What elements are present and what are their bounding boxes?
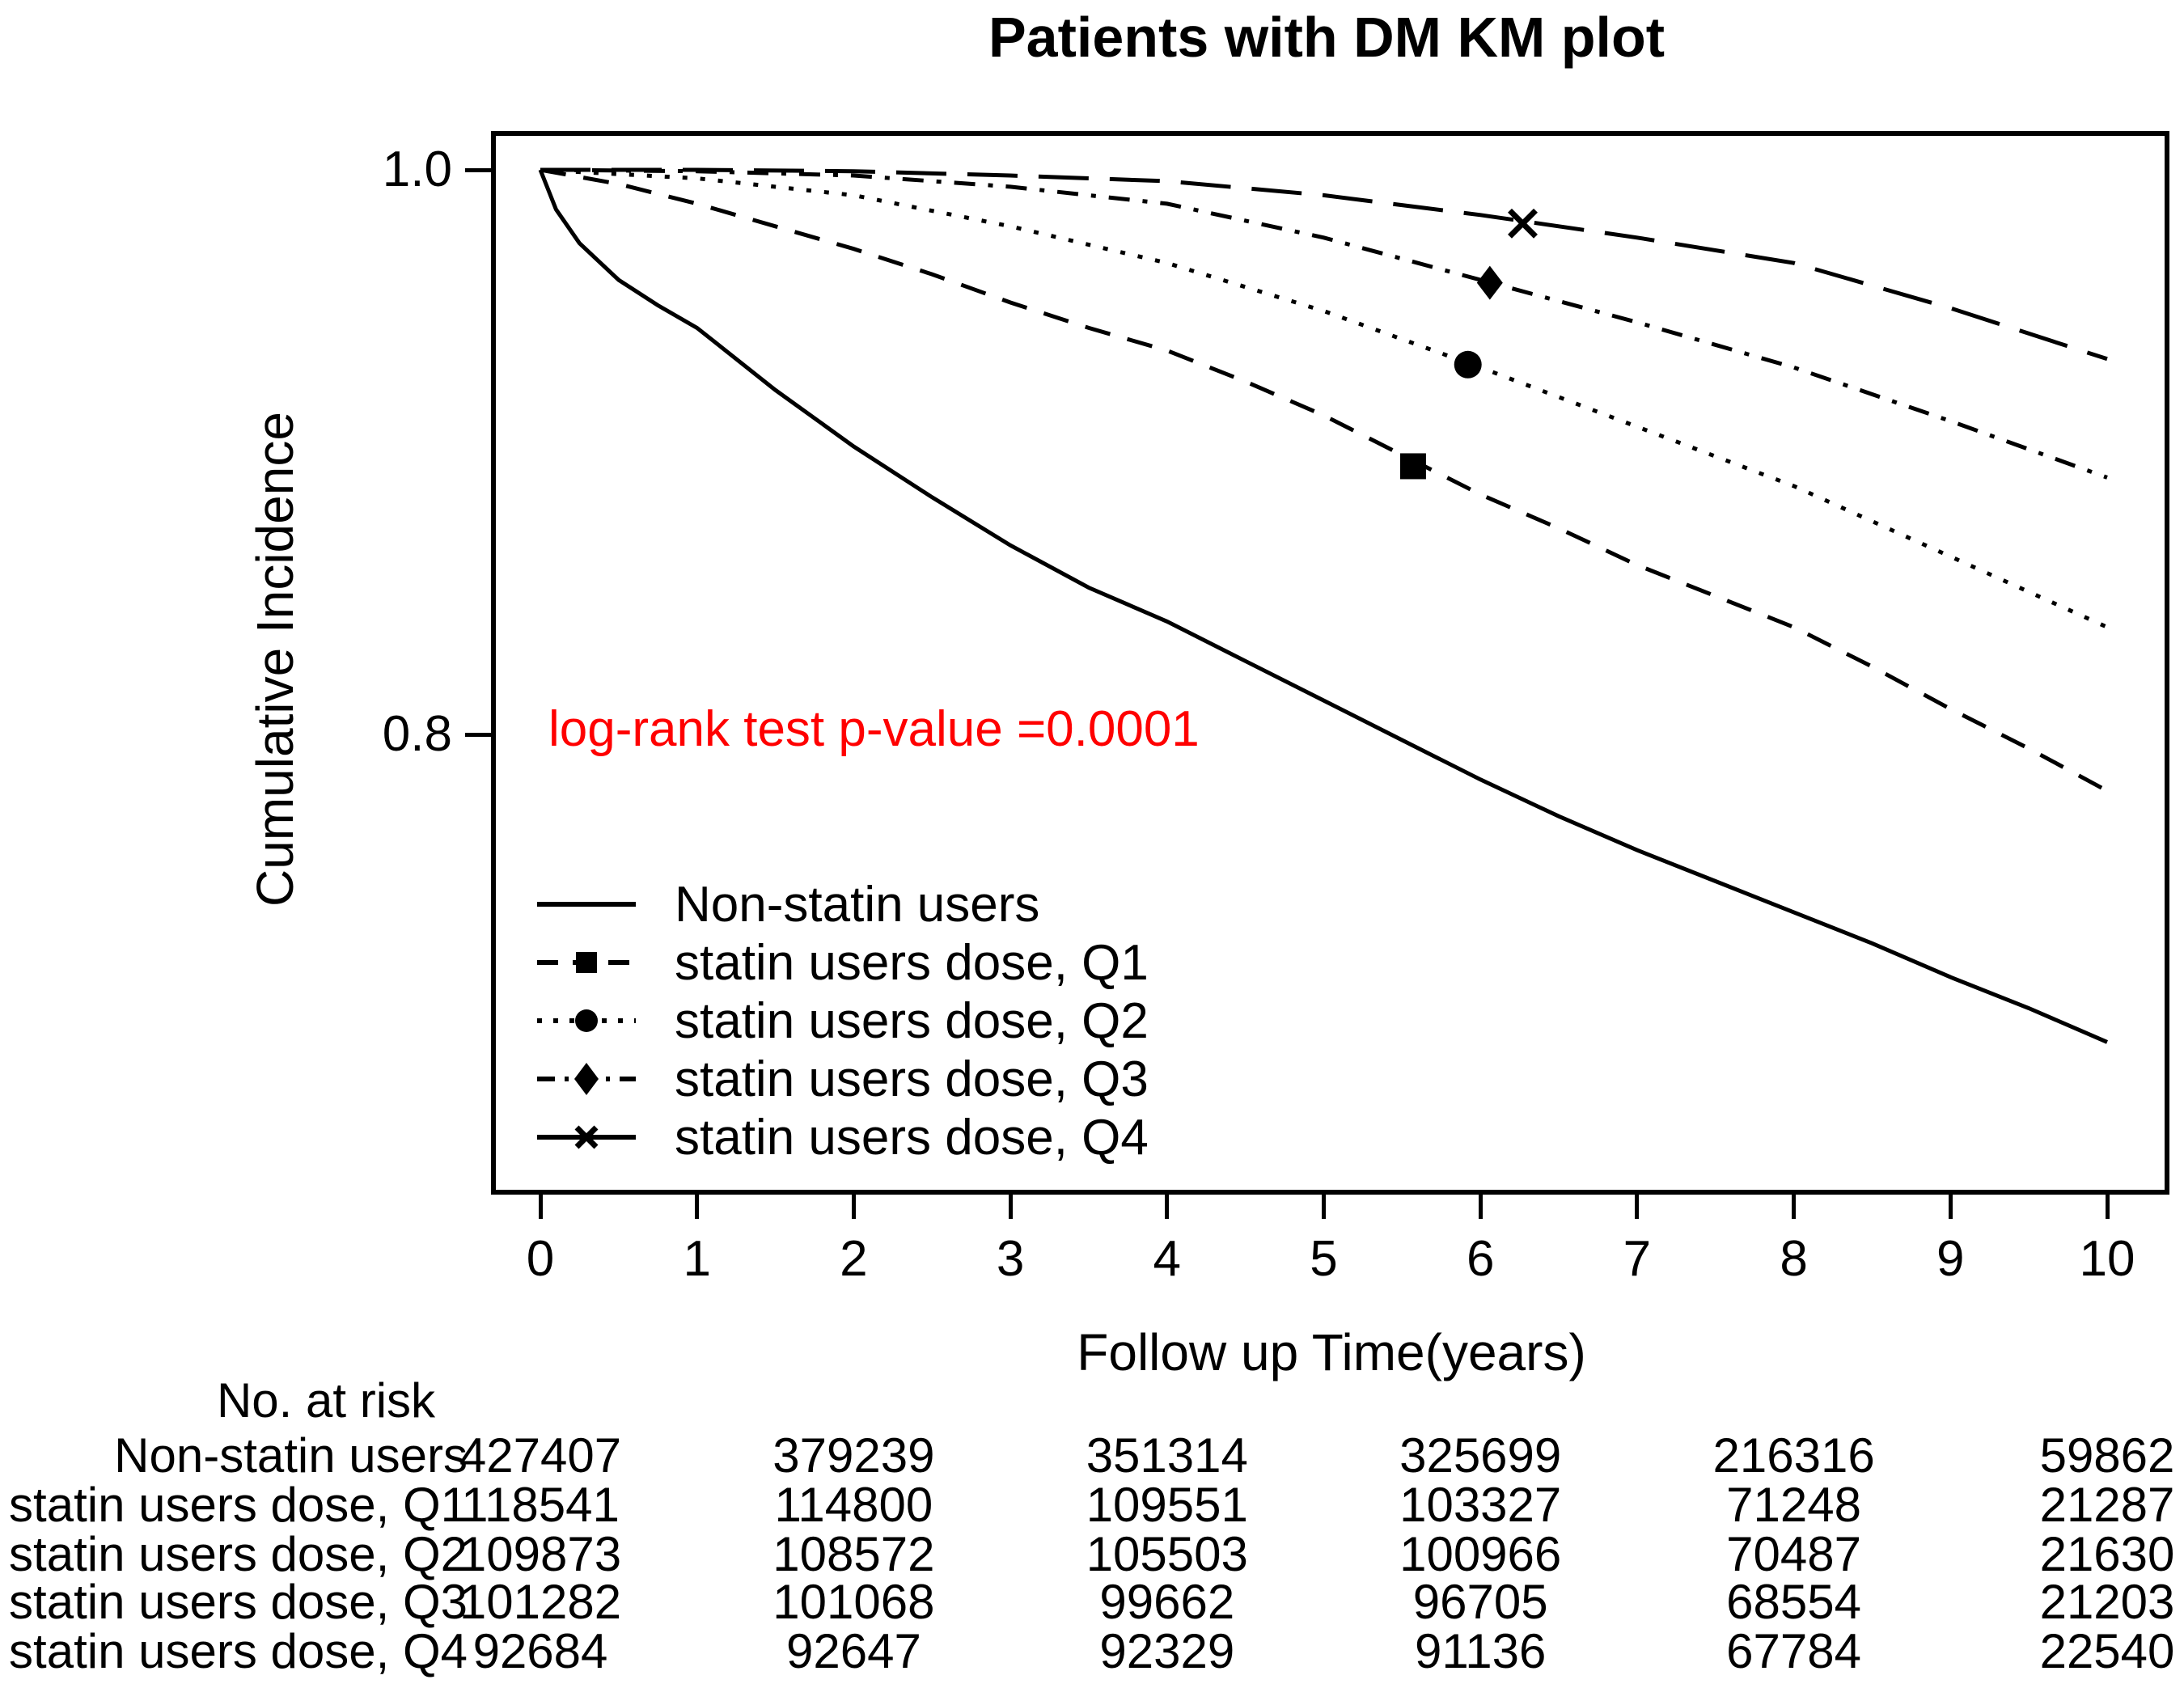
x-tick-mark: [851, 1195, 856, 1219]
legend-item-label: statin users dose, Q2: [675, 992, 1149, 1049]
risk-count: 70487: [1726, 1527, 1862, 1581]
x-tick-label: 2: [840, 1231, 868, 1287]
x-tick-mark: [695, 1195, 700, 1219]
x-tick-label: 9: [1936, 1231, 1965, 1287]
risk-row-label: statin users dose, Q2: [9, 1527, 468, 1581]
dashdot-line-diamond-marker-icon: [537, 1063, 636, 1095]
risk-count: 100966: [1399, 1527, 1562, 1581]
risk-count: 325699: [1399, 1428, 1562, 1483]
risk-count: 109873: [459, 1527, 622, 1581]
legend-item-label: statin users dose, Q1: [675, 934, 1149, 991]
x-tick-label: 4: [1153, 1231, 1182, 1287]
plot-border: [491, 131, 2169, 1195]
km-curve: [538, 169, 2108, 1044]
risk-count: 71248: [1726, 1478, 1862, 1532]
risk-count: 99662: [1099, 1575, 1235, 1629]
risk-count: 21630: [2039, 1527, 2175, 1581]
risk-count: 92684: [472, 1624, 608, 1678]
risk-count: 21287: [2039, 1478, 2175, 1532]
risk-count: 427407: [459, 1428, 622, 1483]
x-tick-mark: [1165, 1195, 1170, 1219]
square-marker: [1399, 453, 1426, 480]
x-tick-mark: [1008, 1195, 1013, 1219]
solid-line-icon: [537, 902, 636, 907]
risk-row-label: Non-statin users: [114, 1428, 468, 1483]
risk-count: 216316: [1712, 1428, 1875, 1483]
x-tick-label: 6: [1466, 1231, 1495, 1287]
legend-item-label: statin users dose, Q3: [675, 1051, 1149, 1107]
risk-count: 59862: [2039, 1428, 2175, 1483]
legend-item-q2: statin users dose, Q2: [534, 992, 1149, 1050]
legend-item-q1: statin users dose, Q1: [534, 933, 1149, 992]
y-tick-label: 0.8: [382, 706, 452, 762]
x-tick-mark: [1478, 1195, 1483, 1219]
page-title: Patients with DM KM plot: [988, 6, 1666, 69]
risk-count: 118541: [461, 1478, 620, 1532]
legend: Non-statin users statin users dose, Q1 s…: [534, 875, 1149, 1166]
km-curve: [540, 167, 2109, 793]
risk-count: 379239: [772, 1428, 935, 1483]
legend-item-q3: statin users dose, Q3: [534, 1050, 1149, 1108]
x-tick-label: 0: [526, 1231, 555, 1287]
risk-count: 351314: [1086, 1428, 1248, 1483]
x-tick-label: 1: [683, 1231, 711, 1287]
dotted-line-circle-marker-icon: [537, 1009, 636, 1032]
legend-item-label: Non-statin users: [675, 876, 1040, 933]
risk-count: 67784: [1726, 1624, 1862, 1678]
risk-table-header: No. at risk: [216, 1373, 436, 1428]
log-rank-annotation: log-rank test p-value =0.0001: [548, 701, 1200, 757]
risk-count: 108572: [772, 1527, 935, 1581]
x-tick-label: 10: [2079, 1231, 2135, 1287]
y-tick-label: 1.0: [382, 142, 452, 197]
risk-count: 114800: [774, 1478, 933, 1532]
x-tick-mark: [1948, 1195, 1953, 1219]
risk-count: 68554: [1726, 1575, 1862, 1629]
risk-count: 105503: [1086, 1527, 1248, 1581]
risk-count: 91136: [1414, 1624, 1547, 1678]
x-tick-mark: [1322, 1195, 1326, 1219]
risk-count: 96705: [1412, 1575, 1548, 1629]
y-tick-mark: [465, 732, 491, 737]
risk-row-label: statin users dose, Q4: [9, 1624, 468, 1678]
x-tick-label: 7: [1623, 1231, 1652, 1287]
km-curve: [540, 167, 2108, 362]
risk-row-label: statin users dose, Q3: [9, 1575, 468, 1629]
x-tick-mark: [1792, 1195, 1797, 1219]
x-axis-label: Follow up Time(years): [1077, 1323, 1586, 1381]
x-tick-mark: [538, 1195, 543, 1219]
longdash-line-x-marker-icon: [537, 1125, 636, 1149]
risk-count: 103327: [1399, 1478, 1562, 1532]
circle-marker: [1454, 350, 1482, 379]
x-marker: [1508, 208, 1538, 239]
risk-row-label: statin users dose, Q1: [9, 1478, 468, 1532]
x-tick-mark: [1635, 1195, 1640, 1219]
km-curves-svg: [538, 167, 2109, 1044]
dashed-line-square-marker-icon: [537, 952, 636, 973]
risk-count: 101282: [459, 1575, 622, 1629]
risk-count: 109551: [1086, 1478, 1248, 1532]
risk-count: 92329: [1099, 1624, 1235, 1678]
risk-count: 92647: [785, 1624, 921, 1678]
risk-count: 21203: [2039, 1575, 2175, 1629]
x-tick-label: 5: [1310, 1231, 1338, 1287]
risk-count: 22540: [2039, 1624, 2175, 1678]
km-curve: [540, 167, 2108, 480]
diamond-marker: [1476, 265, 1503, 300]
x-tick-mark: [2105, 1195, 2110, 1219]
y-tick-mark: [465, 167, 491, 172]
x-tick-label: 8: [1780, 1231, 1808, 1287]
x-tick-label: 3: [996, 1231, 1025, 1287]
legend-item-q4: statin users dose, Q4: [534, 1108, 1149, 1166]
y-axis-label: Cumulative Incidence: [246, 412, 304, 907]
legend-item-label: statin users dose, Q4: [675, 1109, 1149, 1166]
risk-count: 101068: [772, 1575, 935, 1629]
legend-item-non-statin: Non-statin users: [534, 875, 1149, 933]
